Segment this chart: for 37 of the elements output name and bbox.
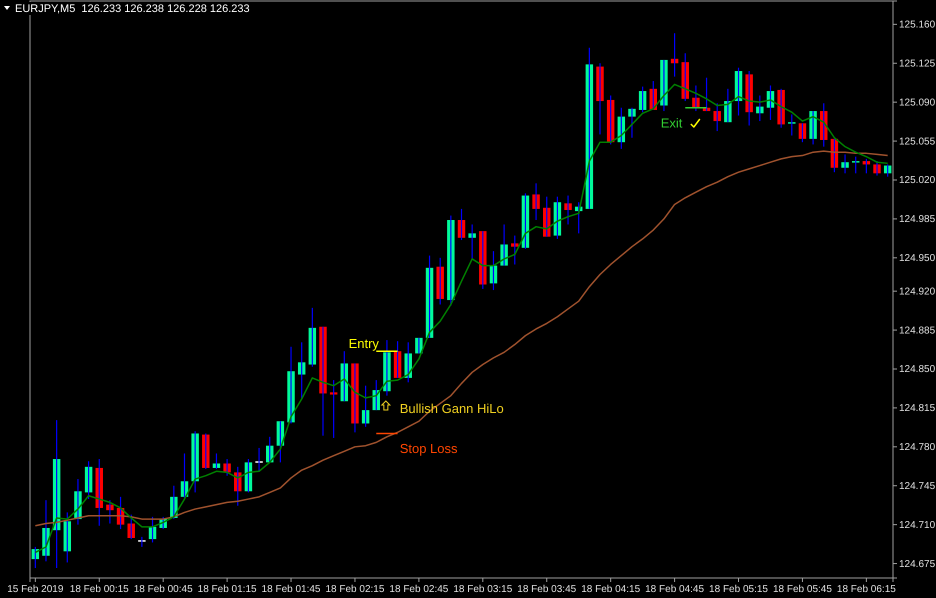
x-tick-label: 18 Feb 02:15: [325, 584, 385, 596]
x-tick-label: 18 Feb 00:15: [70, 584, 130, 596]
y-tick-label: 124.985: [899, 214, 936, 226]
x-tick-label: 18 Feb 01:45: [262, 584, 321, 596]
x-tick-label: 18 Feb 04:45: [645, 584, 704, 596]
x-tick-label: 18 Feb 03:15: [453, 584, 513, 596]
y-tick-label: 125.160: [899, 20, 936, 31]
x-tick-label: 18 Feb 02:45: [389, 584, 449, 596]
annotation: Exit: [660, 116, 683, 131]
y-tick-label: 124.710: [899, 520, 936, 531]
annotation: Entry: [348, 336, 380, 351]
x-tick-label: 15 Feb 2019: [7, 584, 64, 596]
candlestick: [841, 154, 849, 174]
y-tick-label: 124.920: [899, 286, 936, 298]
y-tick-label: 124.815: [899, 403, 936, 414]
candlestick: [415, 337, 423, 354]
chart-title: EURJPY,M5 126.233 126.238 126.228 126.233: [15, 3, 250, 15]
x-tick-label: 18 Feb 00:45: [134, 584, 194, 596]
x-tick-label: 18 Feb 01:15: [198, 584, 258, 596]
y-tick-label: 124.850: [899, 364, 936, 376]
line-series: [34, 150, 888, 526]
y-tick-label: 124.885: [899, 325, 936, 336]
x-tick-label: 18 Feb 03:45: [517, 584, 577, 596]
y-tick-label: 125.090: [899, 97, 936, 108]
y-tick-label: 124.950: [899, 253, 936, 264]
y-tick-label: 124.780: [899, 442, 936, 454]
candlestick: [862, 158, 870, 174]
x-tick-label: 18 Feb 06:15: [836, 584, 896, 596]
y-tick-label: 125.125: [899, 58, 936, 70]
annotation: Stop Loss: [400, 441, 458, 456]
y-tick-label: 124.745: [899, 480, 936, 492]
y-tick-label: 125.020: [899, 175, 936, 186]
y-tick-label: 124.675: [899, 558, 936, 570]
y-tick-label: 125.055: [899, 136, 936, 148]
x-tick-label: 18 Feb 05:15: [709, 584, 768, 596]
x-tick-label: 18 Feb 05:45: [772, 584, 832, 596]
x-tick-label: 18 Feb 04:15: [581, 584, 641, 596]
